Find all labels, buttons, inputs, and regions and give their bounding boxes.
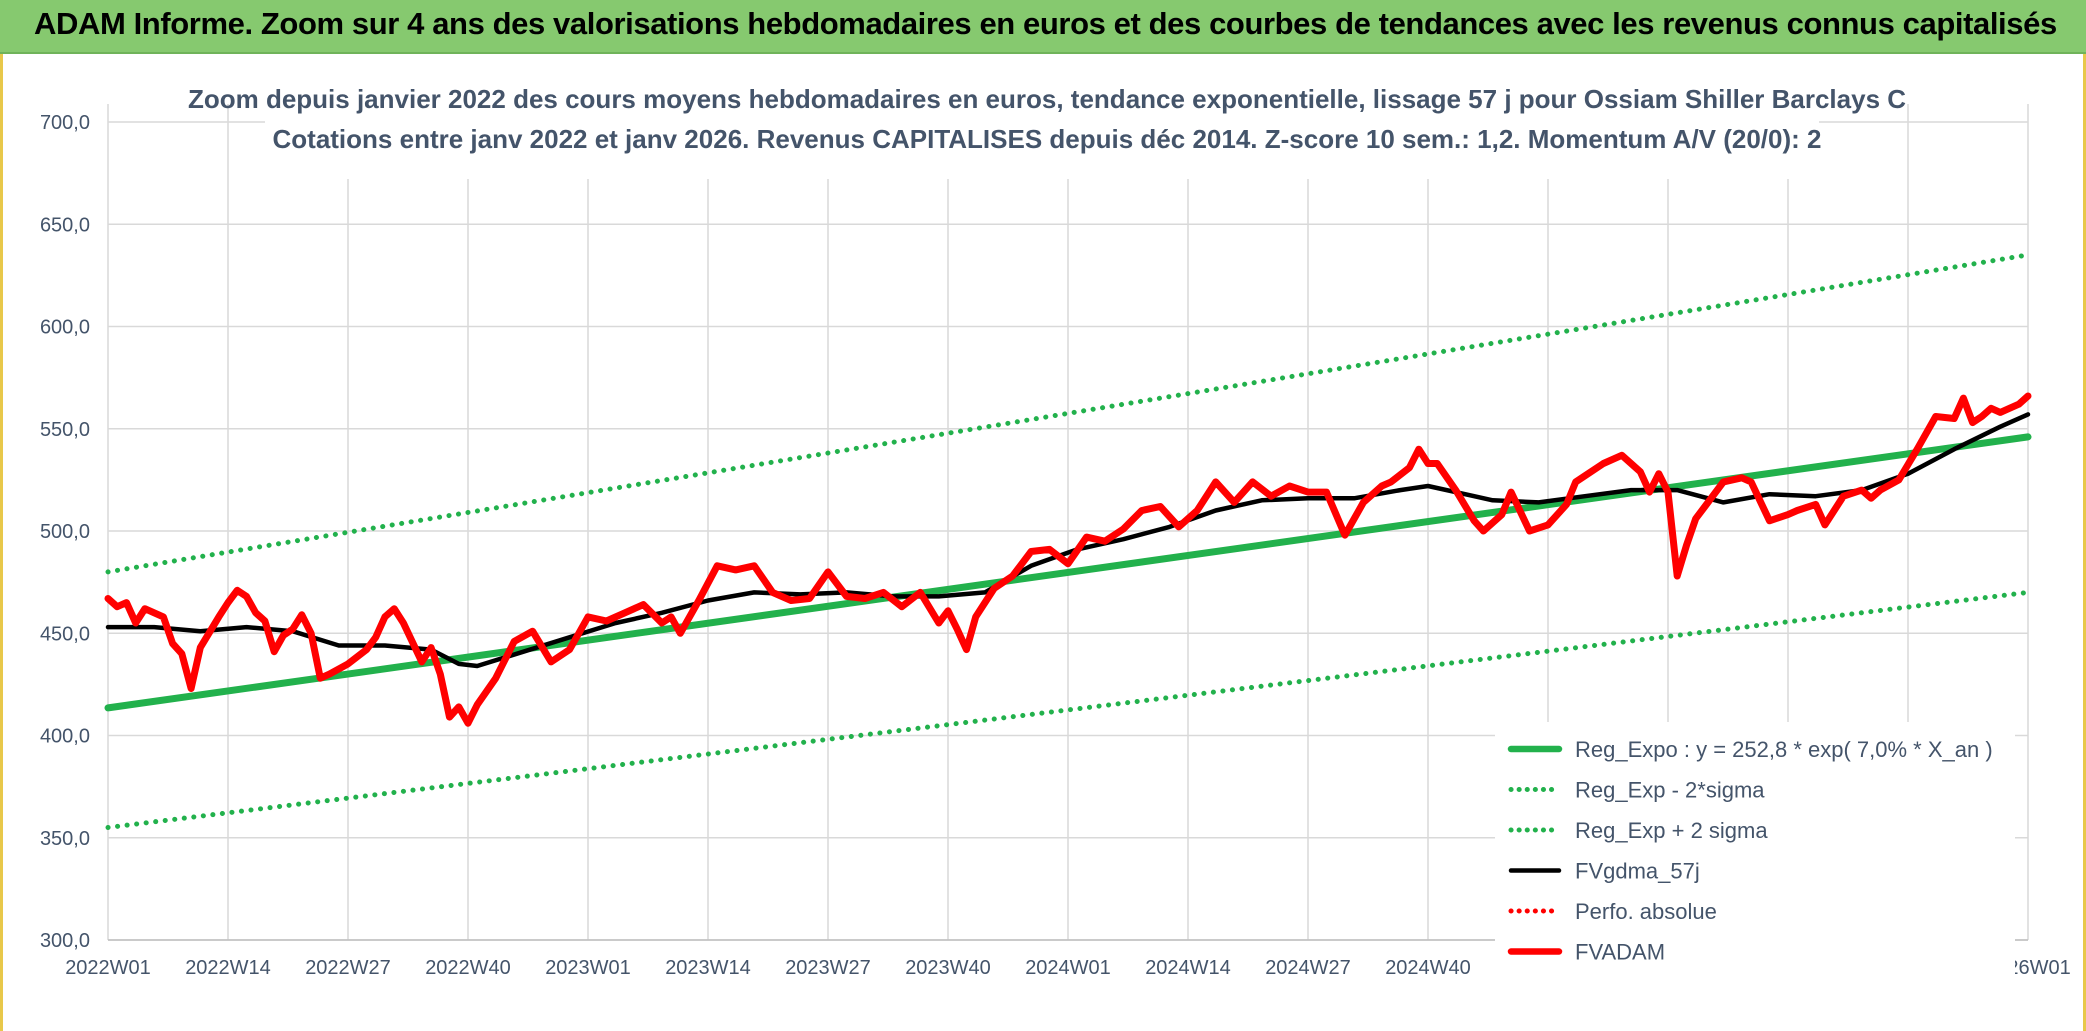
y-tick-label: 500,0 — [40, 521, 90, 543]
y-tick-label: 650,0 — [40, 214, 90, 236]
y-tick-label: 400,0 — [40, 726, 90, 748]
series-fvadam-5 — [104, 392, 2032, 727]
y-tick-label: 600,0 — [40, 317, 90, 339]
title-background — [265, 77, 1819, 179]
legend-label: Perfo. absolue — [1575, 899, 1717, 924]
legend-label: Reg_Expo : y = 252,8 * exp( 7,0% * X_an … — [1575, 737, 1993, 762]
series-group — [104, 252, 2032, 830]
y-tick-label: 700,0 — [40, 112, 90, 134]
x-tick-label: 2024W40 — [1385, 957, 1471, 979]
legend-label: Reg_Exp - 2*sigma — [1575, 778, 1765, 803]
legend-label: FVADAM — [1575, 940, 1665, 965]
y-axis: 300,0 350,0 400,0 450,0 500,0 550,0 600,0 650,0… — [40, 112, 90, 952]
x-tick-label: 2022W01 — [65, 957, 151, 979]
report-title: ADAM Informe. Zoom sur 4 ans des valoris… — [34, 6, 2057, 41]
series-reg_exp-2 — [105, 252, 2031, 575]
chart: 300,0 350,0 400,0 450,0 500,0 550,0 600,0 650,0… — [40, 77, 2071, 979]
x-tick-label: 2023W27 — [785, 957, 871, 979]
y-tick-label: 300,0 — [40, 930, 90, 952]
report-banner: ADAM Informe. Zoom sur 4 ans des valoris… — [0, 0, 2086, 54]
x-tick-label: 2022W27 — [305, 957, 391, 979]
x-tick-label: 2023W14 — [665, 957, 751, 979]
x-tick-label: 2022W40 — [425, 957, 511, 979]
legend-label: FVgdma_57j — [1575, 859, 1700, 884]
chart-frame: 300,0 350,0 400,0 450,0 500,0 550,0 600,0 650,0… — [0, 54, 2086, 1031]
legend-background — [1495, 722, 2015, 974]
x-tick-label: 2024W27 — [1265, 957, 1351, 979]
series-reg_expo-0 — [104, 433, 2032, 712]
x-tick-label: 2024W14 — [1145, 957, 1231, 979]
chart-title: Zoom depuis janvier 2022 des cours moyen… — [188, 84, 1906, 114]
legend: Reg_Expo : y = 252,8 * exp( 7,0% * X_an … — [1495, 722, 2015, 974]
legend-label: Reg_Exp + 2 sigma — [1575, 818, 1768, 843]
y-tick-label: 350,0 — [40, 828, 90, 850]
x-tick-label: 2023W40 — [905, 957, 991, 979]
y-tick-label: 550,0 — [40, 419, 90, 441]
x-tick-label: 2023W01 — [545, 957, 631, 979]
chart-subtitle: Cotations entre janv 2022 et janv 2026. … — [273, 124, 1822, 154]
x-tick-label: 2022W14 — [185, 957, 271, 979]
y-tick-label: 450,0 — [40, 623, 90, 645]
x-tick-label: 2024W01 — [1025, 957, 1111, 979]
series-reg_exp-1 — [105, 589, 2031, 830]
